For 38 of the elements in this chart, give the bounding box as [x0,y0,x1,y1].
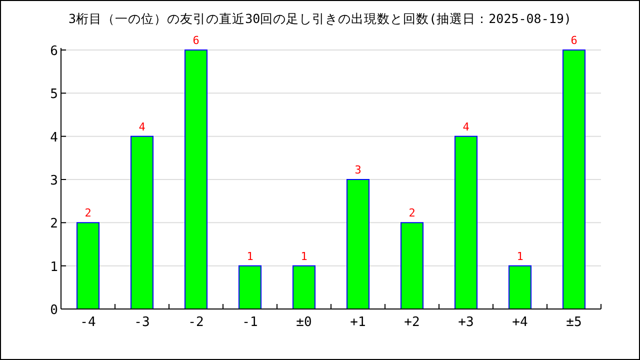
x-tick-label: -2 [188,315,204,330]
data-label: 1 [246,250,254,263]
bar [562,50,586,310]
bar [238,265,262,310]
bar [508,265,532,310]
x-tick-label: ±5 [566,315,582,330]
bar [130,136,154,310]
bar [400,222,424,310]
y-tick-label: 4 [50,130,58,146]
chart-title: 3桁目（一の位）の友引の直近30回の足し引きの出現数と回数(抽選日：2025-08-19) [68,11,572,26]
y-tick-label: 2 [50,216,58,232]
y-tick-label: 0 [50,303,58,318]
y-tick-label: 5 [50,87,58,102]
x-tick-label: ±0 [296,315,312,330]
bar [76,222,100,310]
bar [454,136,478,310]
bar [184,50,208,310]
data-label: 2 [408,206,416,220]
bar [346,179,370,310]
data-label: 4 [138,120,146,134]
bar [292,265,316,310]
x-tick-label: +1 [350,315,366,330]
y-tick-label: 6 [50,44,58,59]
y-tick-label: 3 [50,174,58,188]
y-tick-label: 1 [50,260,58,275]
data-label: 1 [516,250,524,263]
data-label: 6 [570,34,578,47]
x-tick-label: -3 [134,315,150,330]
data-label: 1 [300,250,308,263]
data-label: 2 [84,206,92,220]
data-label: 3 [354,164,362,176]
x-tick-label: +3 [458,315,474,330]
x-tick-label: -1 [242,315,258,330]
x-tick-label: -4 [80,315,96,330]
x-tick-label: +4 [512,315,528,330]
data-label: 4 [462,120,470,134]
data-label: 6 [192,34,200,47]
x-tick-label: +2 [404,315,420,330]
